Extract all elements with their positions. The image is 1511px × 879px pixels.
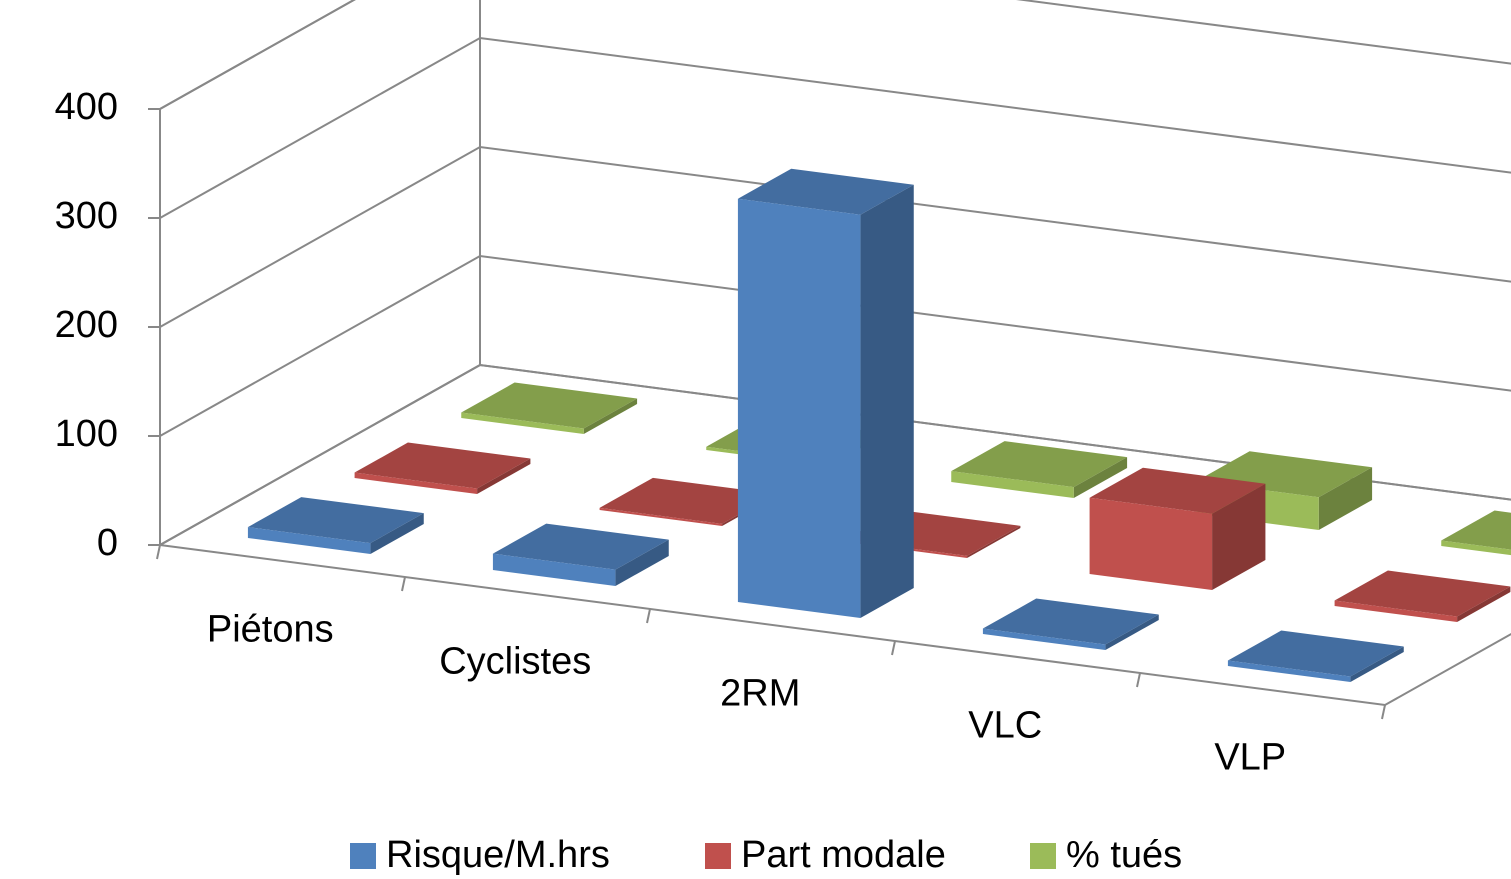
bar-front [492,553,616,586]
bar [461,382,638,434]
bar-front [1227,660,1351,682]
bar [1334,570,1511,622]
bar-side [967,525,1021,558]
bar [354,442,531,494]
bar-front [1441,540,1511,556]
x-tick [401,576,406,592]
x-tick [1381,704,1386,720]
x-tick-label: VLP [1214,736,1286,778]
bar [1089,467,1266,590]
bar-side [615,539,669,586]
bar-front [737,198,861,618]
bar-top [247,497,424,544]
legend-swatch [350,843,376,869]
bar-side [1105,614,1159,650]
grid-line [159,0,1511,110]
bar-side [1212,483,1266,590]
bar-top [492,523,669,570]
legend-label: % tués [1066,834,1182,876]
bar [247,497,424,554]
bar-front [1334,600,1458,622]
y-tick-label: 100 [55,413,118,455]
bar-front [1089,497,1213,590]
bar [492,523,669,586]
bar-front [599,507,723,526]
x-tick [1136,672,1141,688]
bar-front [354,472,478,494]
bar-top [951,441,1128,488]
legend-swatch [705,843,731,869]
bar-top [354,442,531,489]
bar-top [1089,467,1266,514]
legend-label: Risque/M.hrs [386,834,610,876]
bar-side [1457,586,1511,622]
bar-side [1318,467,1373,530]
bar [1227,630,1404,682]
x-tick-label: Cyclistes [439,640,591,682]
bar-side [860,184,914,618]
x-tick-label: 2RM [720,672,800,714]
bar-side [1350,646,1404,682]
x-tick [646,608,651,624]
bar-front [461,412,584,434]
bar-top [982,598,1159,645]
bar-top [1334,570,1511,617]
x-tick [156,544,161,560]
bar-side [583,398,638,434]
bar-side [1073,457,1128,498]
y-tick-label: 200 [55,304,118,346]
bar-top [1227,630,1404,677]
bar-top [1441,510,1511,550]
bar-top [461,382,638,429]
x-tick-label: VLC [968,704,1042,746]
bar-side [370,513,424,554]
bar-top [599,477,776,524]
bar-front [951,471,1074,498]
legend-swatch [1030,843,1056,869]
legend-label: Part modale [741,834,946,876]
bar-front [982,628,1106,650]
grid-line [159,254,1511,437]
grid-line [159,145,1511,328]
bar-side [477,458,531,494]
bar [951,441,1128,498]
bar [1441,510,1511,556]
bar [982,598,1159,650]
x-tick-label: Piétons [207,608,334,650]
bar-front [247,527,371,554]
grid-line [159,36,1511,219]
bar-top [737,168,914,215]
y-tick-label: 400 [55,86,118,128]
y-tick-label: 300 [55,195,118,237]
y-tick-label: 0 [97,522,118,564]
x-tick [891,640,896,656]
bar [737,168,914,618]
